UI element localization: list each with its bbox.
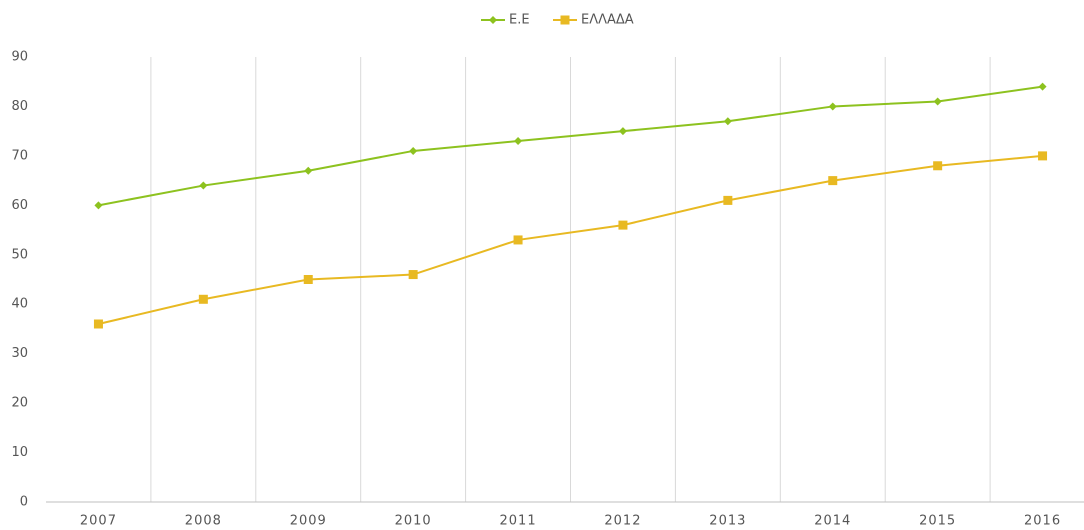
marker: [408, 270, 418, 280]
marker: [618, 127, 627, 136]
marker: [198, 294, 208, 304]
marker: [1038, 82, 1047, 91]
marker: [723, 195, 733, 205]
x-tick-label: 2010: [395, 514, 432, 529]
y-tick-label: 80: [11, 99, 28, 114]
x-tick-label: 2014: [814, 514, 851, 529]
marker: [828, 102, 837, 111]
marker: [303, 275, 313, 284]
marker: [560, 15, 570, 25]
marker: [93, 319, 103, 329]
legend-label: ΕΛΛΑΔΑ: [581, 13, 634, 28]
y-tick-label: 60: [11, 198, 28, 213]
marker: [723, 117, 732, 126]
series-line: [98, 85, 1043, 207]
x-tick-label: 2013: [709, 514, 746, 529]
y-tick-label: 30: [11, 346, 28, 361]
x-tick-label: 2008: [185, 514, 222, 529]
x-tick-label: 2011: [500, 514, 537, 529]
y-tick-label: 50: [11, 247, 28, 262]
marker: [94, 201, 103, 210]
marker: [514, 137, 523, 146]
x-tick-label: 2009: [290, 514, 327, 529]
y-tick-label: 90: [11, 50, 28, 65]
marker: [409, 146, 418, 155]
x-tick-label: 2015: [919, 514, 956, 529]
y-tick-label: 10: [11, 445, 28, 460]
marker: [828, 176, 838, 186]
x-tick-label: 2012: [604, 514, 641, 529]
marker: [489, 16, 497, 24]
marker: [933, 97, 942, 106]
x-tick-label: 2016: [1024, 514, 1061, 529]
x-tick-label: 2007: [80, 514, 117, 529]
y-tick-label: 0: [20, 495, 28, 510]
marker: [933, 161, 943, 171]
y-tick-label: 40: [11, 297, 28, 312]
y-tick-label: 70: [11, 148, 28, 163]
legend-label: Ε.Ε: [509, 13, 530, 28]
marker: [1038, 151, 1048, 161]
marker: [618, 220, 628, 230]
y-tick-label: 20: [11, 396, 28, 411]
series-line: [98, 154, 1043, 325]
marker: [199, 181, 208, 190]
marker: [304, 166, 313, 175]
marker: [513, 235, 523, 245]
